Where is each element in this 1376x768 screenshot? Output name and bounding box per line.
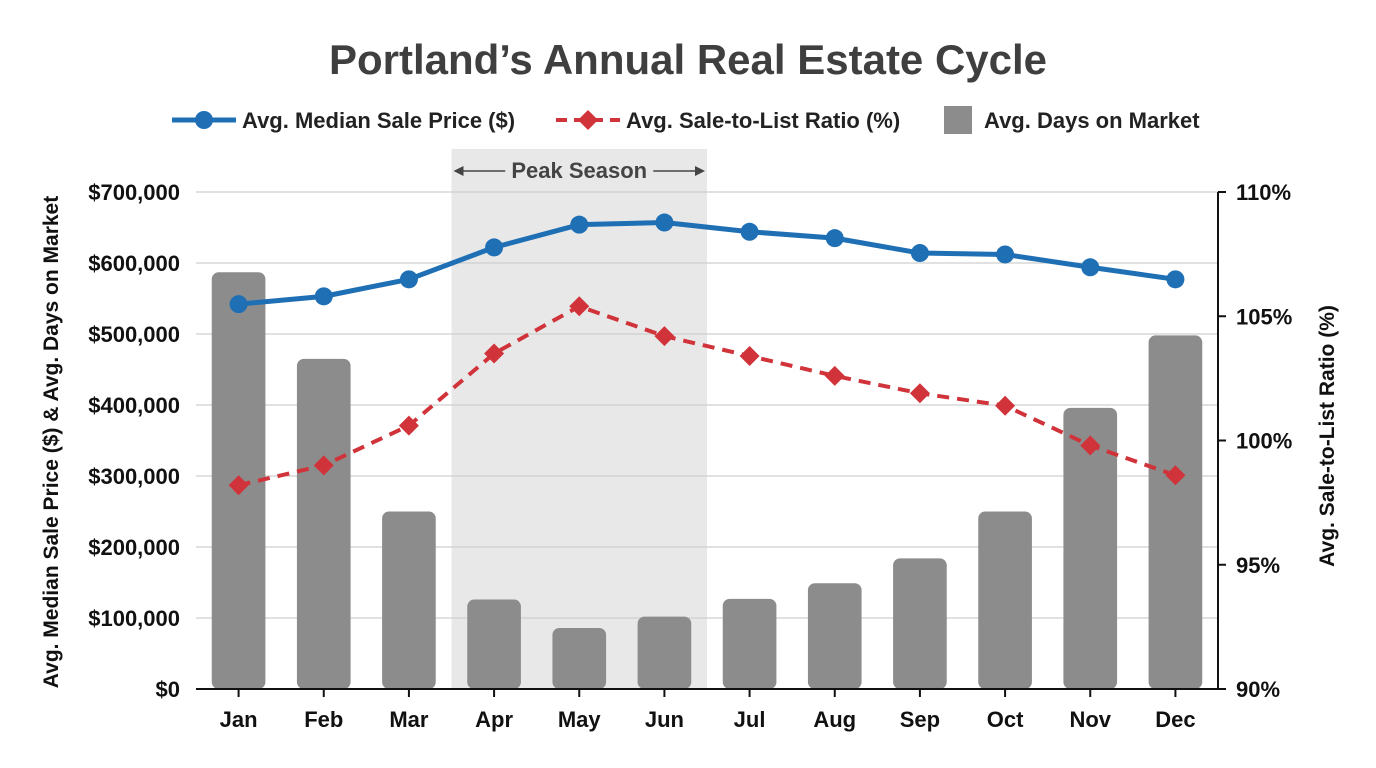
y-left-tick-label-3: $300,000 xyxy=(88,464,180,489)
x-tick-label-nov: Nov xyxy=(1069,707,1111,732)
y-left-tick-label-6: $600,000 xyxy=(88,251,180,276)
y-left-tick-label-4: $400,000 xyxy=(88,393,180,418)
y-axis-left-title: Avg. Median Sale Price ($) & Avg. Days o… xyxy=(40,196,63,689)
plot-area: Peak Season Jan Feb Mar Apr May Jun Jul Aug Sep O… xyxy=(88,149,1292,732)
peak-arrow-left-head xyxy=(453,166,464,176)
ratio-point-sep xyxy=(909,383,930,404)
x-tick-label-jul: Jul xyxy=(734,707,766,732)
x-tick-label-jan: Jan xyxy=(220,707,258,732)
bar-feb xyxy=(296,358,351,689)
ratio-point-dec xyxy=(1165,465,1186,486)
price-point-apr xyxy=(485,238,504,257)
ratio-point-nov xyxy=(1080,435,1101,456)
x-tick-label-sep: Sep xyxy=(900,707,940,732)
price-point-jul xyxy=(740,222,759,241)
bar-nov xyxy=(1063,407,1118,689)
y-left-tick-label-2: $200,000 xyxy=(88,535,180,560)
y-left-tick-label-0: $0 xyxy=(156,677,180,702)
x-tick-label-aug: Aug xyxy=(813,707,856,732)
x-tick-label-apr: Apr xyxy=(475,707,513,732)
peak-arrow-right-head xyxy=(695,166,705,176)
price-point-mar xyxy=(399,270,418,289)
legend-price-swatch-marker xyxy=(195,111,213,129)
price-point-jan xyxy=(229,295,248,314)
y-right-tick-label-4: 110% xyxy=(1236,180,1291,205)
axes: Jan Feb Mar Apr May Jun Jul Aug Sep Oct Nov Dec $0 $1… xyxy=(88,180,1292,732)
x-tick-label-oct: Oct xyxy=(987,707,1024,732)
y-axis-right-title: Avg. Sale-to-List Ratio (%) xyxy=(1316,305,1339,567)
price-point-feb xyxy=(314,287,333,306)
y-left-tick-label-7: $700,000 xyxy=(88,180,180,205)
legend-days-swatch xyxy=(944,106,972,134)
bar-oct xyxy=(978,511,1032,689)
price-point-may xyxy=(570,215,589,234)
bar-sep xyxy=(893,558,947,689)
peak-season-label: Peak Season xyxy=(511,158,647,183)
y-right-tick-label-0: 90% xyxy=(1236,677,1280,702)
price-point-nov xyxy=(1081,258,1100,277)
sale-to-list-path xyxy=(238,304,1177,488)
price-point-oct xyxy=(996,245,1015,264)
median-price-path xyxy=(238,220,1176,307)
bar-may xyxy=(552,627,607,689)
bar-aug xyxy=(807,583,862,689)
y-right-tick-label-2: 100% xyxy=(1236,429,1292,454)
median-price-line xyxy=(229,213,1185,314)
ratio-point-aug xyxy=(824,365,845,386)
legend-days-label: Avg. Days on Market xyxy=(984,108,1200,133)
ratio-point-oct xyxy=(995,395,1016,416)
bar-jul xyxy=(722,598,777,689)
legend-ratio-swatch-marker xyxy=(578,110,598,130)
gridlines xyxy=(196,191,1218,619)
legend-ratio-label: Avg. Sale-to-List Ratio (%) xyxy=(626,108,900,133)
x-tick-label-jun: Jun xyxy=(645,707,684,732)
y-left-tick-label-1: $100,000 xyxy=(88,606,180,631)
days-on-market-bars xyxy=(211,272,1203,689)
ratio-point-jan xyxy=(228,475,249,496)
bar-apr xyxy=(467,599,521,689)
price-point-dec xyxy=(1166,270,1185,289)
x-tick-label-may: May xyxy=(558,707,602,732)
sale-to-list-line xyxy=(228,296,1186,496)
x-tick-label-mar: Mar xyxy=(389,707,429,732)
bar-jun xyxy=(637,616,692,689)
ratio-point-feb xyxy=(313,455,334,476)
ratio-point-jun xyxy=(654,326,675,347)
x-tick-label-feb: Feb xyxy=(304,707,343,732)
y-right-tick-label-3: 105% xyxy=(1236,304,1292,329)
ratio-point-apr xyxy=(484,343,505,364)
y-right-tick-label-1: 95% xyxy=(1236,553,1280,578)
price-point-jun xyxy=(655,213,674,232)
ratio-point-jul xyxy=(739,346,760,367)
ratio-point-may xyxy=(569,296,590,317)
price-point-aug xyxy=(825,229,844,248)
legend-price-label: Avg. Median Sale Price ($) xyxy=(242,108,515,133)
bar-mar xyxy=(382,511,436,689)
x-tick-label-dec: Dec xyxy=(1155,707,1195,732)
y-left-tick-label-5: $500,000 xyxy=(88,322,180,347)
chart-title: Portland’s Annual Real Estate Cycle xyxy=(329,36,1047,83)
ratio-point-mar xyxy=(398,415,419,436)
legend: Avg. Median Sale Price ($) Avg. Sale-to-L… xyxy=(172,106,1200,134)
bar-dec xyxy=(1148,335,1203,689)
price-point-sep xyxy=(910,244,929,263)
